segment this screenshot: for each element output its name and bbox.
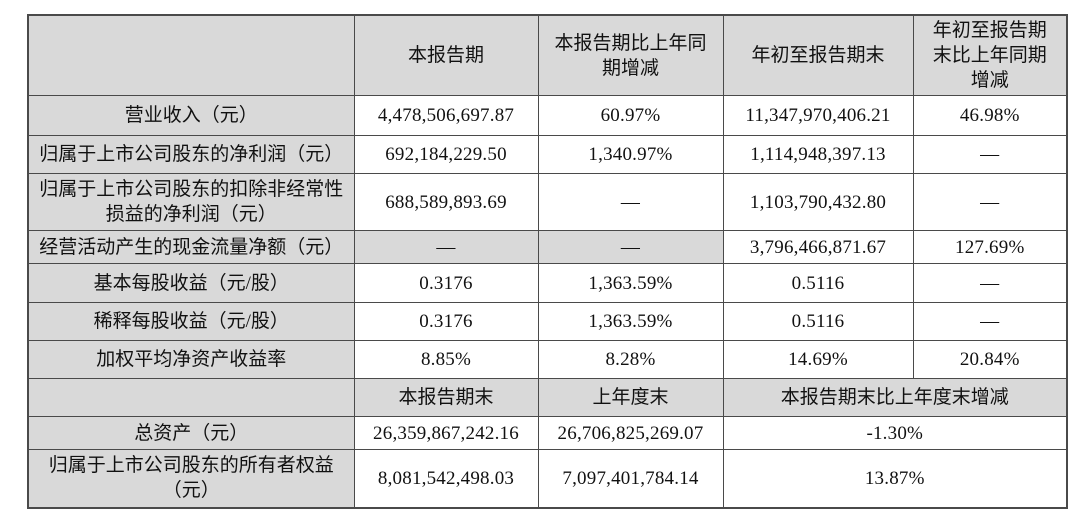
cell-period-end: 26,359,867,242.16 — [353, 416, 539, 451]
cell-ytd: 0.5116 — [722, 302, 914, 342]
cell-ytd-change: — — [912, 263, 1068, 304]
table-header-row: 本报告期 本报告期比上年同 期增减 年初至报告期末 年初至报告期 末比上年同期 … — [27, 14, 1068, 97]
table-subheader-row: 本报告期末 上年度末 本报告期末比上年度末增减 — [27, 378, 1068, 418]
row-label: 经营活动产生的现金流量净额（元） — [27, 230, 355, 265]
cell-ytd: 3,796,466,871.67 — [722, 230, 914, 265]
row-label: 基本每股收益（元/股） — [27, 263, 355, 304]
row-label: 总资产（元） — [27, 416, 355, 451]
row-label: 归属于上市公司股东的所有者权益（元） — [27, 449, 355, 509]
cell-ytd-change: — — [912, 173, 1068, 232]
subheader-period-end-vs-prior-year-end: 本报告期末比上年度末增减 — [722, 378, 1068, 418]
cell-current-change: 60.97% — [537, 95, 724, 137]
table-row: 营业收入（元） 4,478,506,697.87 60.97% 11,347,9… — [27, 95, 1068, 137]
header-current-period: 本报告期 — [353, 14, 539, 97]
row-label: 归属于上市公司股东的扣除非经常性损益的净利润（元） — [27, 173, 355, 232]
cell-current-change: 1,363.59% — [537, 302, 724, 342]
cell-ytd-change: — — [912, 135, 1068, 175]
table-row: 稀释每股收益（元/股） 0.3176 1,363.59% 0.5116 — — [27, 302, 1068, 342]
row-label: 归属于上市公司股东的净利润（元） — [27, 135, 355, 175]
cell-current-change: 8.28% — [537, 340, 724, 380]
table-row: 归属于上市公司股东的净利润（元） 692,184,229.50 1,340.97… — [27, 135, 1068, 175]
cell-current: 4,478,506,697.87 — [353, 95, 539, 137]
cell-current: 0.3176 — [353, 302, 539, 342]
cell-current: 0.3176 — [353, 263, 539, 304]
cell-ytd: 1,114,948,397.13 — [722, 135, 914, 175]
table-row: 基本每股收益（元/股） 0.3176 1,363.59% 0.5116 — — [27, 263, 1068, 304]
cell-current: 8.85% — [353, 340, 539, 380]
table-row: 归属于上市公司股东的所有者权益（元） 8,081,542,498.03 7,09… — [27, 449, 1068, 509]
header-ytd-vs-prior: 年初至报告期 末比上年同期 增减 — [912, 14, 1068, 97]
cell-ytd-change: 46.98% — [912, 95, 1068, 137]
cell-current-change: 1,340.97% — [537, 135, 724, 175]
subheader-period-end: 本报告期末 — [353, 378, 539, 418]
header-ytd: 年初至报告期末 — [722, 14, 914, 97]
cell-current: 688,589,893.69 — [353, 173, 539, 232]
cell-current-change: — — [537, 173, 724, 232]
cell-ytd: 11,347,970,406.21 — [722, 95, 914, 137]
cell-current: 692,184,229.50 — [353, 135, 539, 175]
table-row: 加权平均净资产收益率 8.85% 8.28% 14.69% 20.84% — [27, 340, 1068, 380]
cell-ytd: 14.69% — [722, 340, 914, 380]
cell-current-change: 1,363.59% — [537, 263, 724, 304]
cell-change: -1.30% — [722, 416, 1068, 451]
table-row: 经营活动产生的现金流量净额（元） — — 3,796,466,871.67 12… — [27, 230, 1068, 265]
cell-prior-year-end: 26,706,825,269.07 — [537, 416, 724, 451]
row-label: 营业收入（元） — [27, 95, 355, 137]
cell-current-change: — — [537, 230, 724, 265]
cell-period-end: 8,081,542,498.03 — [353, 449, 539, 509]
cell-ytd: 0.5116 — [722, 263, 914, 304]
header-current-vs-prior: 本报告期比上年同 期增减 — [537, 14, 724, 97]
cell-current: — — [353, 230, 539, 265]
cell-ytd: 1,103,790,432.80 — [722, 173, 914, 232]
cell-ytd-change: 127.69% — [912, 230, 1068, 265]
row-label: 稀释每股收益（元/股） — [27, 302, 355, 342]
header-corner-cell — [27, 14, 355, 97]
cell-change: 13.87% — [722, 449, 1068, 509]
cell-ytd-change: — — [912, 302, 1068, 342]
subheader-corner-cell — [27, 378, 355, 418]
subheader-prior-year-end: 上年度末 — [537, 378, 724, 418]
cell-ytd-change: 20.84% — [912, 340, 1068, 380]
financial-summary-table: 本报告期 本报告期比上年同 期增减 年初至报告期末 年初至报告期 末比上年同期 … — [27, 14, 1068, 509]
table-row: 总资产（元） 26,359,867,242.16 26,706,825,269.… — [27, 416, 1068, 451]
cell-prior-year-end: 7,097,401,784.14 — [537, 449, 724, 509]
table-row: 归属于上市公司股东的扣除非经常性损益的净利润（元） 688,589,893.69… — [27, 173, 1068, 232]
row-label: 加权平均净资产收益率 — [27, 340, 355, 380]
